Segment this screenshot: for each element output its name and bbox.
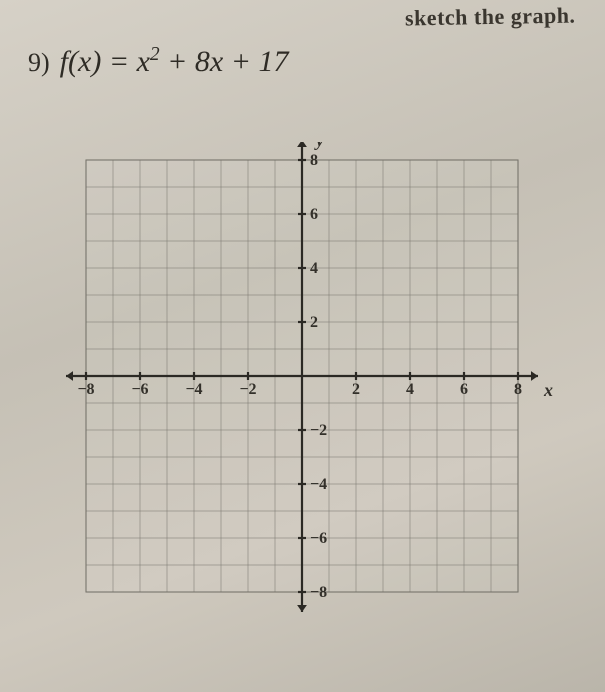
svg-text:6: 6 [460,381,468,398]
svg-text:4: 4 [406,381,414,398]
header-fragment: sketch the graph. [404,3,575,32]
problem-9: 9) f(x) = x2 + 8x + 17 [28,44,289,79]
svg-text:2: 2 [310,314,318,331]
rparen: ) [91,45,101,78]
svg-text:4: 4 [310,260,318,277]
svg-text:−4: −4 [310,476,327,493]
svg-text:y: y [314,142,325,150]
svg-text:−8: −8 [310,584,327,601]
grid-svg: −8 −6 −4 −2 2 4 6 8 −8 −6 −4 −2 2 4 6 8 y x [52,142,562,640]
svg-text:6: 6 [310,206,318,223]
rhs-plus8: + 8 [160,45,210,78]
svg-text:−8: −8 [77,381,94,398]
worksheet-page: sketch the graph. 9) f(x) = x2 + 8x + 17… [0,0,605,692]
rhs-x: x [137,45,150,78]
rhs-exp: 2 [150,44,160,65]
coordinate-grid: −8 −6 −4 −2 2 4 6 8 −8 −6 −4 −2 2 4 6 8 y x [52,142,562,640]
lparen: ( [68,45,78,78]
problem-number: 9) [28,48,50,78]
variable-x: x [78,45,91,78]
svg-text:8: 8 [514,381,522,398]
equation: f(x) = x2 + 8x + 17 [60,44,289,79]
svg-text:−6: −6 [131,381,148,398]
svg-text:8: 8 [310,152,318,169]
svg-text:−2: −2 [310,422,327,439]
rhs-plus17: + 17 [223,45,288,78]
svg-text:−4: −4 [185,381,202,398]
svg-text:2: 2 [352,381,360,398]
rhs-x2: x [210,45,223,78]
svg-text:−2: −2 [239,381,256,398]
equals: = [101,45,136,78]
function-name: f [60,45,68,78]
svg-text:x: x [543,380,553,400]
svg-text:−6: −6 [310,530,327,547]
